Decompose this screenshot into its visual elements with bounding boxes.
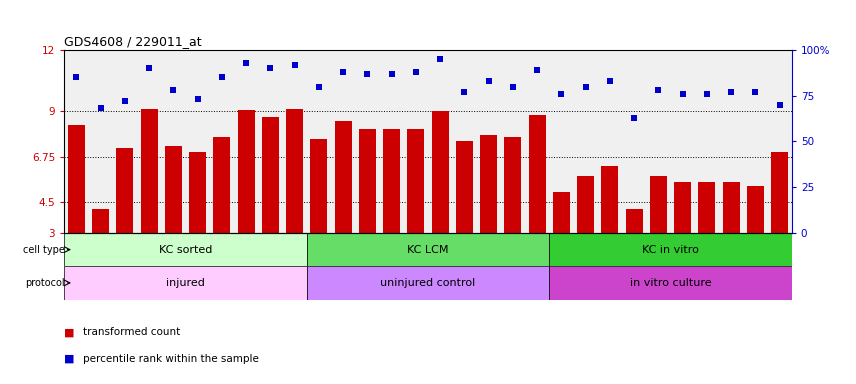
Point	[93, 106, 108, 112]
Text: KC in vitro: KC in vitro	[642, 245, 699, 255]
Text: protocol: protocol	[25, 278, 65, 288]
Point	[118, 98, 132, 104]
Bar	[577, 176, 594, 233]
Bar	[359, 129, 376, 233]
Bar	[771, 152, 788, 233]
Bar	[383, 129, 400, 233]
Bar	[480, 135, 497, 233]
Point	[191, 96, 205, 103]
Bar	[238, 110, 254, 233]
Bar	[747, 186, 764, 233]
Point	[724, 89, 738, 95]
Bar	[626, 209, 643, 233]
Point	[239, 60, 253, 66]
Bar	[140, 109, 158, 233]
Point	[264, 65, 277, 71]
Point	[506, 83, 520, 89]
Point	[142, 65, 156, 71]
Point	[676, 91, 690, 97]
Bar	[335, 121, 352, 233]
Point	[215, 74, 229, 81]
Bar	[407, 129, 425, 233]
Point	[457, 89, 471, 95]
Bar	[602, 166, 618, 233]
Point	[166, 87, 180, 93]
Text: GDS4608 / 229011_at: GDS4608 / 229011_at	[64, 35, 202, 48]
Bar	[698, 182, 716, 233]
Bar	[650, 176, 667, 233]
Point	[651, 87, 665, 93]
Bar	[213, 137, 230, 233]
Bar	[529, 115, 545, 233]
Bar	[456, 141, 473, 233]
Bar	[675, 182, 691, 233]
Point	[360, 71, 374, 77]
Point	[627, 114, 641, 121]
Bar	[306, 233, 550, 266]
Bar	[553, 192, 570, 233]
Point	[336, 69, 350, 75]
Point	[384, 71, 398, 77]
Bar	[504, 137, 521, 233]
Point	[700, 91, 714, 97]
Point	[530, 67, 544, 73]
Bar	[262, 117, 279, 233]
Text: injured: injured	[166, 278, 205, 288]
Bar	[306, 266, 550, 300]
Bar	[116, 147, 134, 233]
Point	[69, 74, 83, 81]
Text: transformed count: transformed count	[83, 327, 181, 337]
Point	[773, 102, 787, 108]
Point	[433, 56, 447, 62]
Bar	[165, 146, 181, 233]
Text: percentile rank within the sample: percentile rank within the sample	[83, 354, 259, 364]
Point	[409, 69, 423, 75]
Point	[312, 83, 325, 89]
Text: KC LCM: KC LCM	[407, 245, 449, 255]
Bar	[431, 111, 449, 233]
Bar	[92, 209, 109, 233]
Text: ■: ■	[64, 327, 78, 337]
Bar	[68, 125, 85, 233]
Point	[748, 89, 763, 95]
Point	[288, 61, 301, 68]
Bar	[722, 182, 740, 233]
Point	[579, 83, 592, 89]
Point	[482, 78, 496, 84]
Bar	[64, 233, 306, 266]
Text: uninjured control: uninjured control	[380, 278, 476, 288]
Bar	[189, 152, 206, 233]
Point	[603, 78, 616, 84]
Bar	[550, 233, 792, 266]
Bar	[550, 266, 792, 300]
Point	[555, 91, 568, 97]
Bar	[286, 109, 303, 233]
Bar	[311, 139, 327, 233]
Text: cell type: cell type	[23, 245, 65, 255]
Text: in vitro culture: in vitro culture	[630, 278, 711, 288]
Bar	[64, 266, 306, 300]
Text: ■: ■	[64, 354, 78, 364]
Text: KC sorted: KC sorted	[158, 245, 212, 255]
